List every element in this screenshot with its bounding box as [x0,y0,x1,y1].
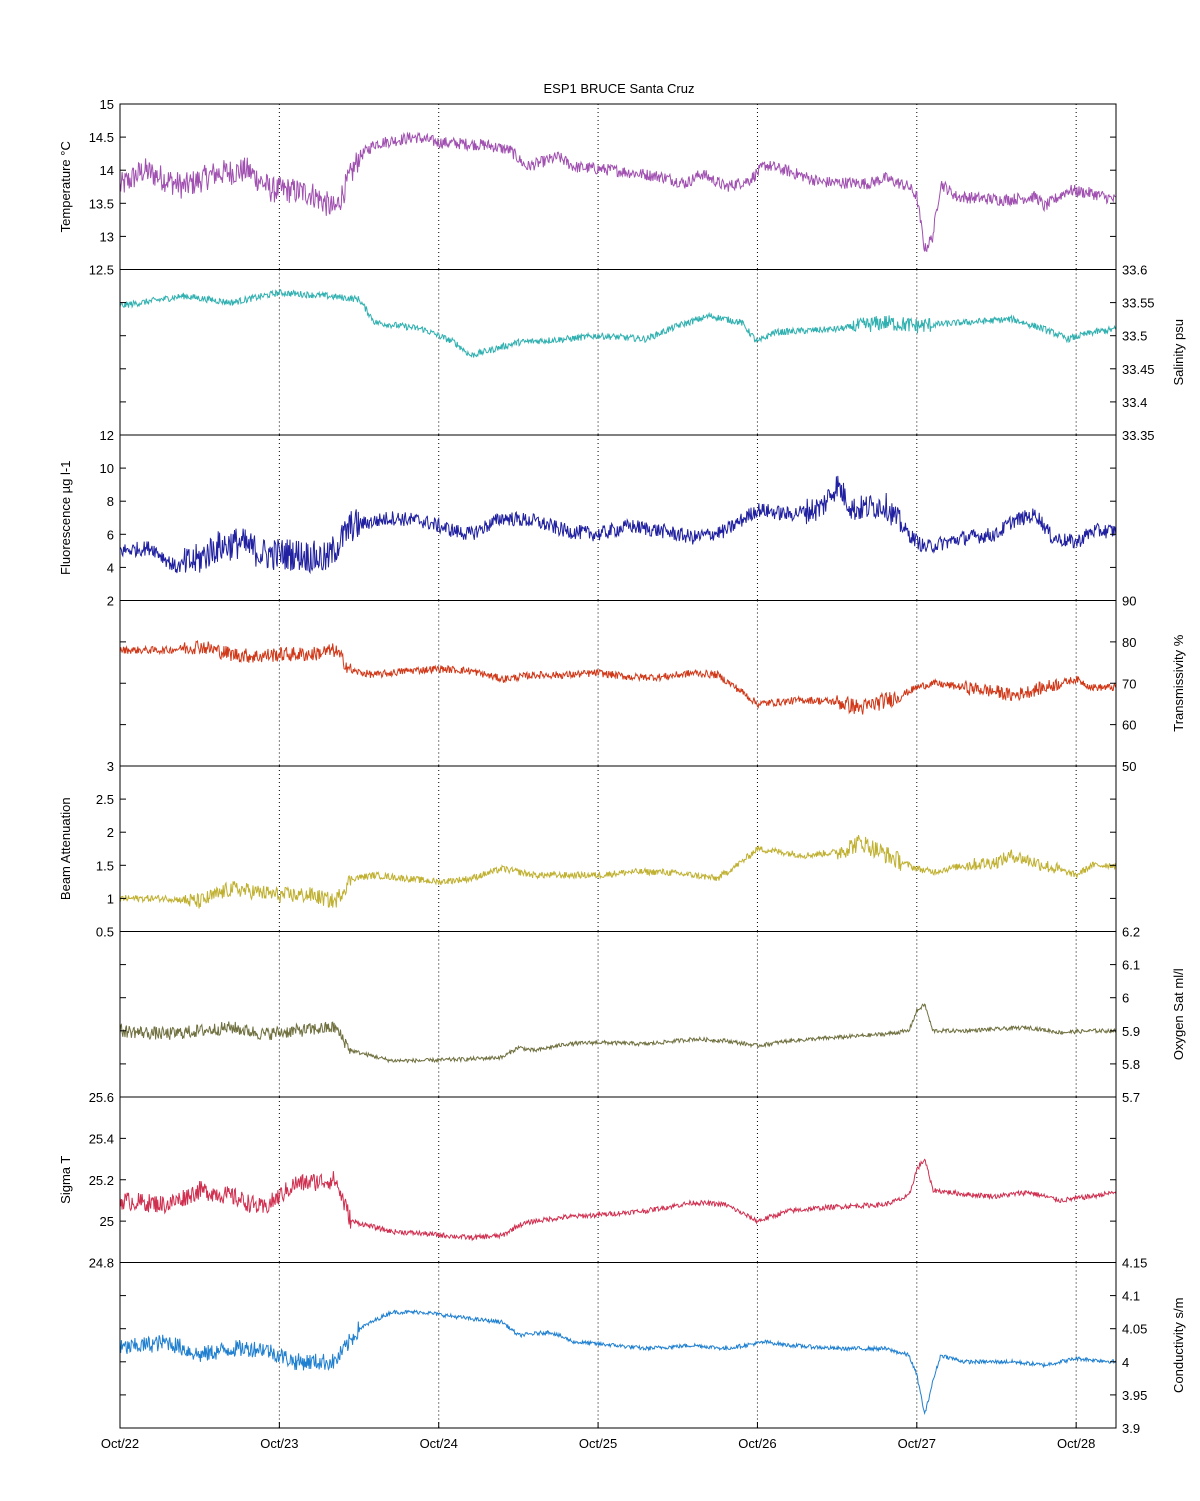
panel-temperature: 12.5 13 13.5 14 14.5 15 Temperature °C [58,97,1117,278]
y-tick-label: 5.8 [1122,1057,1140,1072]
series-line-salinity [119,288,1117,358]
y-tick-label: 4 [107,560,114,575]
y-tick-label: 25.6 [89,1090,114,1105]
y-tick-label: 13 [100,229,114,244]
y-tick-label: 6.2 [1122,925,1140,940]
y-axis-label: Temperature °C [58,141,73,232]
panel-fluorescence: 2 4 6 8 10 12 Fluorescence µg l-1 [58,428,1117,609]
y-tick-label: 13.5 [89,196,114,211]
y-tick-label: 33.55 [1122,296,1155,311]
y-tick-label: 4 [1122,1355,1129,1370]
y-tick-label: 14.5 [89,130,114,145]
y-tick-label: 33.6 [1122,263,1147,278]
chart-title: ESP1 BRUCE Santa Cruz [543,81,694,96]
y-tick-label: 4.05 [1122,1322,1147,1337]
panel-oxygen-sat: 5.7 5.8 5.9 6 6.1 6.2 Oxygen Sat ml/l [119,925,1186,1105]
series-line-transmissivity [119,639,1117,715]
y-tick-label: 33.5 [1122,329,1147,344]
x-tick-label: Oct/22 [101,1436,139,1451]
series-line-sigma-t [119,1158,1117,1242]
y-axis-label: Sigma T [58,1156,73,1204]
y-tick-label: 80 [1122,635,1136,650]
series-line-fluorescence [119,475,1117,575]
x-tick-label: Oct/28 [1057,1436,1095,1451]
y-tick-label: 25.4 [89,1131,114,1146]
x-tick-label: Oct/27 [898,1436,936,1451]
y-tick-label: 25.2 [89,1173,114,1188]
y-tick-label: 5.9 [1122,1024,1140,1039]
y-tick-label: 10 [100,461,114,476]
x-tick-label: Oct/26 [738,1436,776,1451]
y-tick-label: 50 [1122,759,1136,774]
series-line-conductivity [119,1309,1117,1416]
panel-frame [119,1262,1117,1429]
y-tick-label: 14 [100,163,114,178]
y-tick-label: 1 [107,891,114,906]
y-tick-label: 25 [100,1214,114,1229]
series-line-beam-attenuation [119,834,1117,909]
y-tick-label: 4.1 [1122,1289,1140,1304]
y-tick-label: 12 [100,428,114,443]
panel-frame [119,765,1117,932]
y-tick-label: 12.5 [89,263,114,278]
y-axis-label: Oxygen Sat ml/l [1171,968,1186,1060]
series-line-oxygen-sat [119,1003,1117,1064]
panel-frame [119,434,1117,601]
y-axis-label: Salinity psu [1171,319,1186,385]
y-axis-label: Beam Attenuation [58,797,73,900]
x-tick-label: Oct/24 [420,1436,458,1451]
y-tick-label: 4.15 [1122,1256,1147,1271]
panel-salinity: 33.35 33.4 33.45 33.5 33.55 33.6 Salinity psu [119,263,1186,443]
panel-frame [119,1096,1117,1263]
y-tick-label: 1.5 [96,858,114,873]
y-tick-label: 2.5 [96,792,114,807]
y-tick-label: 0.5 [96,925,114,940]
y-axis-label: Transmissivity % [1171,634,1186,731]
y-tick-label: 2 [107,825,114,840]
y-axis-label: Conductivity s/m [1171,1298,1186,1393]
y-axis-label: Fluorescence µg l-1 [58,461,73,575]
y-tick-label: 70 [1122,676,1136,691]
panel-sigma-t: 24.8 25 25.2 25.4 25.6 Sigma T [58,1090,1117,1271]
y-tick-label: 6 [107,527,114,542]
y-tick-label: 6.1 [1122,958,1140,973]
y-tick-label: 8 [107,494,114,509]
series-line-temperature [119,131,1117,253]
panel-transmissivity: 50 60 70 80 90 Transmissivity % [119,594,1186,774]
y-tick-label: 24.8 [89,1256,114,1271]
y-tick-label: 2 [107,594,114,609]
y-tick-label: 33.4 [1122,395,1147,410]
x-tick-label: Oct/23 [260,1436,298,1451]
panel-beam-attenuation: 0.5 1 1.5 2 2.5 3 Beam Attenuation [58,759,1117,940]
y-tick-label: 33.45 [1122,362,1155,377]
y-tick-label: 60 [1122,718,1136,733]
y-tick-label: 90 [1122,594,1136,609]
y-tick-label: 5.7 [1122,1090,1140,1105]
y-tick-label: 6 [1122,991,1129,1006]
panel-conductivity: 3.9 3.95 4 4.05 4.1 4.15 Conductivity s/m [119,1256,1186,1436]
y-tick-label: 15 [100,97,114,112]
y-tick-label: 3.95 [1122,1388,1147,1403]
x-tick-label: Oct/25 [579,1436,617,1451]
panel-frame [119,931,1117,1098]
y-tick-label: 33.35 [1122,428,1155,443]
y-tick-label: 3.9 [1122,1421,1140,1436]
y-tick-label: 3 [107,759,114,774]
